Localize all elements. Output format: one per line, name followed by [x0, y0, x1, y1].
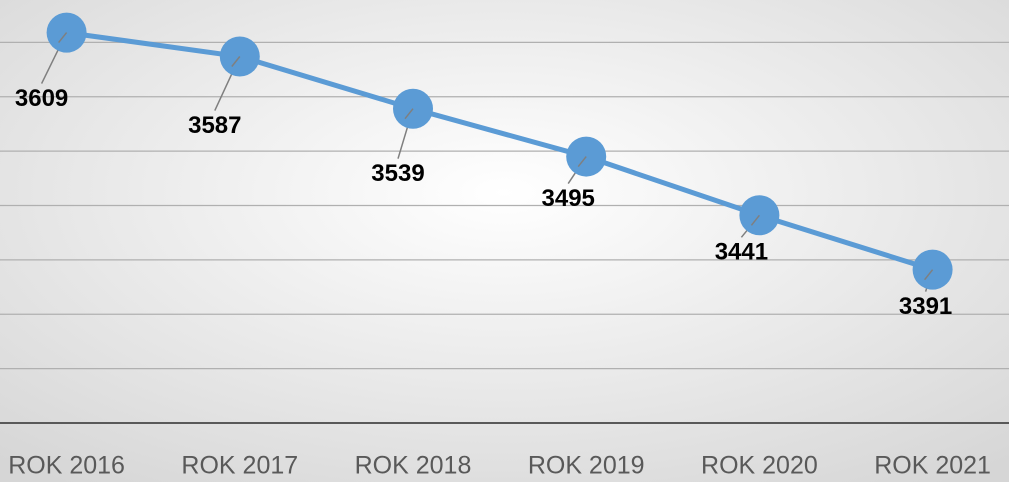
data-label: 3391: [899, 293, 952, 320]
data-label: 3539: [371, 160, 424, 187]
leader-line: [404, 108, 414, 120]
lines: [66, 30, 934, 273]
leader-line: [231, 56, 241, 67]
marks: ROK 2016 ROK 2017 ROK 2018 ROK 2019 ROK 2020…: [8, 12, 991, 480]
x-tick-label: ROK 2021: [874, 452, 991, 480]
x-tick-label: ROK 2018: [355, 452, 472, 480]
point: [393, 88, 433, 129]
grid: [0, 41, 1009, 424]
x-tick-label: ROK 2019: [528, 452, 645, 480]
leader-line: [750, 214, 760, 226]
data-label: 3495: [542, 185, 595, 212]
x-tick-label: ROK 2017: [181, 452, 298, 480]
data-label: 3609: [15, 85, 68, 112]
x-tick-label: ROK 2020: [701, 452, 818, 480]
data-label: 3587: [188, 112, 241, 139]
leader-line: [924, 269, 934, 281]
series-line: [66, 30, 934, 273]
leader-line: [577, 156, 587, 168]
data-label: 3441: [715, 239, 768, 266]
x-tick-label: ROK 2016: [8, 452, 125, 480]
leader-line: [58, 32, 68, 44]
